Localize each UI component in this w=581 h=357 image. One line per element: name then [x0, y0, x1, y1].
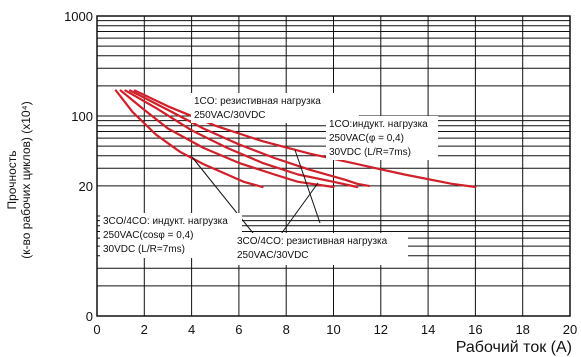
y-axis-label-line2: (к-во рабочих циклов) (x10⁴) — [19, 101, 33, 258]
annotation-3: 3CO/4CO: индукт. нагрузка 250VAC(cosφ = 0… — [100, 213, 242, 258]
leader-line-1 — [294, 149, 321, 224]
x-tick-label: 8 — [283, 322, 290, 337]
x-tick-label: 16 — [468, 322, 482, 337]
y-tick-label: 1000 — [64, 9, 93, 24]
annotation-boxes: 1CO: резистивная нагрузка 250VAC/30VDC 1CO… — [100, 93, 438, 265]
x-tick-label: 12 — [374, 322, 388, 337]
annotation-text: 1CO:индукт. нагрузка — [329, 119, 428, 130]
annotation-box — [100, 213, 242, 258]
x-tick-label: 20 — [563, 322, 577, 337]
durability-curve-3 — [124, 89, 359, 189]
annotation-text: 250VAC/30VDC — [194, 110, 266, 121]
annotation-text: 250VAC(cosφ = 0,4) — [103, 230, 194, 241]
annotation-text: 3CO/4CO: резистивная нагрузка — [237, 236, 388, 247]
annotation-leaders — [191, 149, 321, 249]
leader-line-2 — [191, 156, 266, 249]
annotation-text: 250VAC/30VDC — [237, 250, 309, 261]
x-tick-label: 0 — [93, 322, 100, 337]
y-tick-label: 20 — [79, 179, 93, 194]
annotation-box — [326, 116, 438, 160]
durability-curve-2 — [119, 89, 335, 189]
durability-curve-5 — [133, 89, 477, 189]
annotation-text: 30VDC (L/R=7ms) — [329, 147, 411, 158]
plot-frame — [96, 15, 571, 317]
leader-line-3 — [275, 182, 319, 242]
x-tick-label: 4 — [188, 322, 195, 337]
x-tick-label: 6 — [235, 322, 242, 337]
x-tick-label: 2 — [141, 322, 148, 337]
y-tick-labels: 0 20 100 1000 — [64, 9, 93, 324]
plot-border — [96, 15, 571, 317]
annotation-box — [234, 233, 408, 265]
x-tick-label: 14 — [421, 322, 435, 337]
annotation-text: 1CO: резистивная нагрузка — [194, 96, 321, 107]
x-tick-label: 18 — [515, 322, 529, 337]
annotation-text: 3CO/4CO: индукт. нагрузка — [103, 216, 228, 227]
x-tick-labels: 0 2 4 6 8 10 12 14 16 18 20 — [93, 322, 577, 337]
x-axis-label: Рабочий ток (A) — [456, 339, 572, 356]
durability-curve-4 — [129, 89, 371, 187]
annotation-text: 30VDC (L/R=7ms) — [103, 244, 185, 255]
x-tick-label: 10 — [326, 322, 340, 337]
curves — [114, 89, 477, 189]
y-axis-label: Прочность (к-во рабочих циклов) (x10⁴) — [5, 101, 33, 258]
y-axis-label-line1: Прочность — [5, 150, 19, 209]
annotation-2: 1CO:индукт. нагрузка 250VAC(φ = 0,4) 30VDC… — [326, 116, 438, 160]
annotation-text: 250VAC(φ = 0,4) — [329, 133, 404, 144]
y-tick-label: 100 — [71, 109, 93, 124]
durability-curve-1 — [114, 89, 264, 189]
grid — [97, 16, 570, 316]
annotation-4: 3CO/4CO: резистивная нагрузка 250VAC/30VD… — [234, 233, 408, 265]
y-tick-label: 0 — [86, 309, 93, 324]
